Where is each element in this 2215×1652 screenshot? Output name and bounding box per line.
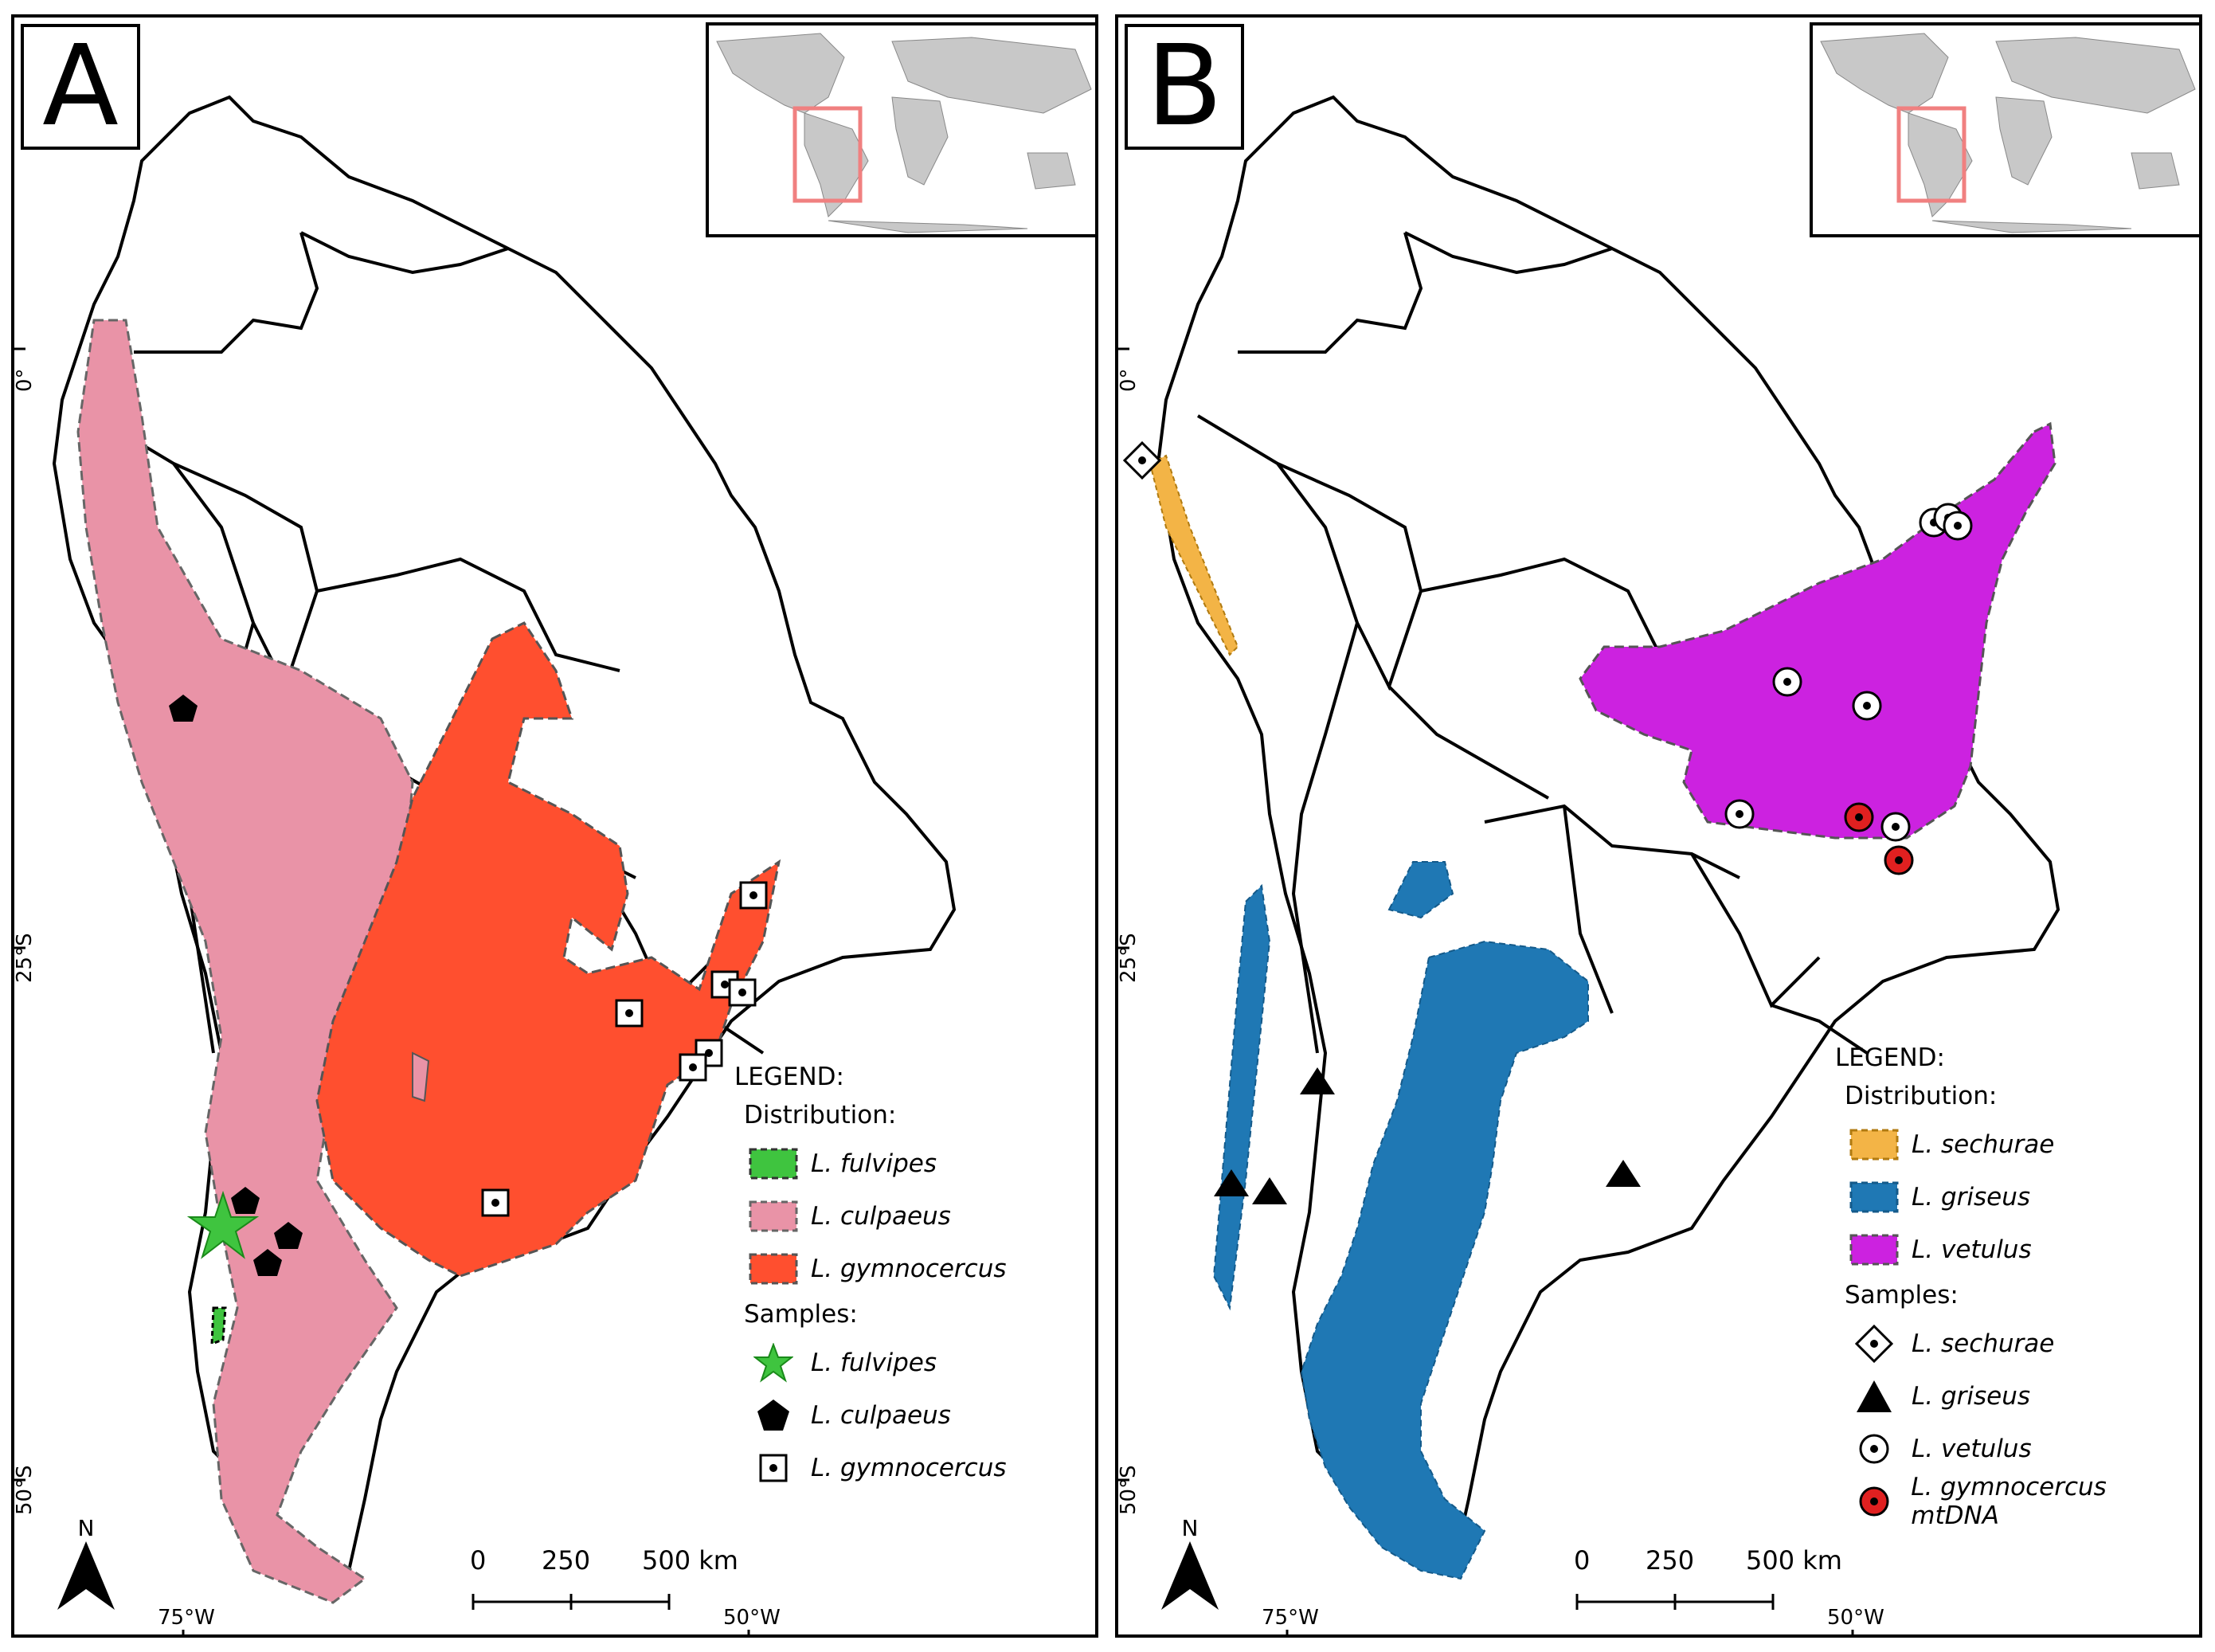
legend-label: L. sechurae (1912, 1329, 2055, 1358)
legend-label: L. culpaeus (811, 1401, 951, 1430)
legend-item: L. gymnocercus mtDNA (1849, 1473, 2199, 1530)
lat-label-50s: 50°S (1117, 1465, 1141, 1515)
range-l-gymnocercus-hole (412, 1051, 430, 1102)
locator-inset-b (1810, 22, 2199, 237)
dotted-diamond-icon (1855, 1325, 1893, 1363)
legend-item: L. griseus (1849, 1370, 2199, 1423)
legend-item: L. culpaeus (749, 1190, 1007, 1243)
lat-label-0: 0° (13, 368, 37, 392)
legend-item: L. sechurae (1849, 1317, 2199, 1370)
lon-label-75w: 75°W (1262, 1606, 1319, 1630)
range-l-griseus (1212, 861, 1589, 1580)
legend-label: L. griseus (1912, 1382, 2031, 1411)
lat-label-50s: 50°S (13, 1465, 37, 1515)
legend-item: L. culpaeus (749, 1389, 1007, 1442)
range-l-gymnocercus (315, 621, 781, 1278)
scale-tick-0: 0 (470, 1545, 487, 1576)
dotted-circle-icon (1859, 1434, 1889, 1464)
lon-label-75w: 75°W (158, 1606, 215, 1630)
locator-inset-a (706, 22, 1095, 237)
legend-distribution-heading: Distribution: (744, 1101, 897, 1129)
legend-samples-heading: Samples: (1845, 1281, 1959, 1309)
north-arrow-icon (57, 1541, 115, 1610)
dotted-square-icon (759, 1454, 788, 1482)
legend-item: L. gymnocercus (749, 1442, 1007, 1494)
legend-swatch-l-vetulus (1849, 1234, 1899, 1266)
legend-distribution-heading: Distribution: (1845, 1082, 1998, 1110)
lon-label-50w: 50°W (723, 1606, 781, 1630)
scale-tick-250: 250 (542, 1545, 591, 1576)
legend-label: L. gymnocercus mtDNA (1911, 1473, 2107, 1530)
legend-item: L. vetulus (1849, 1423, 2199, 1475)
sample-l-gymnocercus-mtdna (1844, 802, 1914, 875)
scale-tick-0: 0 (1574, 1545, 1591, 1576)
legend-label: L. vetulus (1912, 1235, 2032, 1264)
legend-swatch-l-fulvipes (749, 1148, 798, 1180)
sample-l-culpaeus (169, 695, 303, 1276)
legend-item: L. sechurae (1849, 1118, 2199, 1171)
scale-tick-500: 500 km (1746, 1545, 1842, 1576)
north-arrow: N (54, 1515, 118, 1616)
sample-l-griseus (1214, 1067, 1641, 1204)
graticule-ticks (14, 347, 750, 1634)
north-arrow: N (1158, 1515, 1222, 1616)
legend-swatch-l-gymnocercus (749, 1253, 798, 1285)
map-panel-a: A 0° 25°S 50°S 75°W 50°W N 0 250 500 km (11, 14, 1098, 1638)
scale-bar (1575, 1594, 1775, 1610)
north-label: N (1181, 1515, 1199, 1541)
legend-samples-heading: Samples: (744, 1300, 858, 1329)
legend-label: L. sechurae (1912, 1130, 2055, 1159)
north-label: N (77, 1515, 95, 1541)
lon-label-50w: 50°W (1827, 1606, 1884, 1630)
panel-label-a: A (21, 24, 140, 150)
triangle-icon (1857, 1380, 1892, 1412)
legend-item: L. fulvipes (749, 1337, 1007, 1389)
legend-label: L. griseus (1912, 1183, 2031, 1212)
range-l-fulvipes (210, 1306, 227, 1346)
scale-bar (472, 1594, 671, 1610)
legend-b: LEGEND: Distribution: L. sechurae L. gri… (1835, 1043, 2199, 1530)
legend-label: L. gymnocercus (811, 1255, 1007, 1283)
legend-item: L. gymnocercus (749, 1243, 1007, 1295)
sample-l-vetulus (1724, 503, 1973, 842)
scale-tick-250: 250 (1646, 1545, 1695, 1576)
range-l-sechurae (1149, 454, 1239, 656)
legend-title: LEGEND: (1835, 1043, 1945, 1072)
lat-label-0: 0° (1117, 368, 1141, 392)
legend-title: LEGEND: (734, 1063, 844, 1091)
legend-item: L. fulvipes (749, 1137, 1007, 1190)
sample-l-fulvipes (186, 1190, 260, 1259)
red-dotted-circle-icon (1859, 1486, 1889, 1517)
star-icon (753, 1343, 793, 1383)
map-panel-b: B 0° 25°S 50°S 75°W 50°W N 0 250 500 km (1115, 14, 2202, 1638)
panel-label-b: B (1125, 24, 1244, 150)
range-l-culpaeus (76, 319, 414, 1604)
legend-a: LEGEND: Distribution: L. fulvipes L. cul… (734, 1063, 1007, 1494)
north-arrow-icon (1161, 1541, 1219, 1610)
lat-label-25s: 25°S (1117, 933, 1141, 983)
legend-swatch-l-sechurae (1849, 1129, 1899, 1161)
map-canvas-b (1118, 95, 2060, 1634)
scale-tick-500: 500 km (642, 1545, 738, 1576)
sample-l-sechurae (1122, 440, 1162, 480)
legend-label: L. gymnocercus (811, 1454, 1007, 1482)
pentagon-icon (757, 1400, 789, 1431)
map-canvas-a (14, 95, 957, 1634)
graticule-ticks (1118, 347, 1854, 1634)
legend-swatch-l-culpaeus (749, 1200, 798, 1232)
legend-label: L. vetulus (1912, 1435, 2032, 1463)
legend-label: L. culpaeus (811, 1202, 951, 1231)
legend-label: L. fulvipes (811, 1149, 937, 1178)
world-inset-map (1820, 33, 2196, 233)
world-inset-map (716, 33, 1092, 233)
lat-label-25s: 25°S (13, 933, 37, 983)
legend-swatch-l-griseus (1849, 1181, 1899, 1213)
sample-l-gymnocercus (481, 881, 768, 1217)
legend-label: L. fulvipes (811, 1349, 937, 1377)
legend-item: L. vetulus (1849, 1223, 2199, 1276)
legend-item: L. griseus (1849, 1171, 2199, 1223)
